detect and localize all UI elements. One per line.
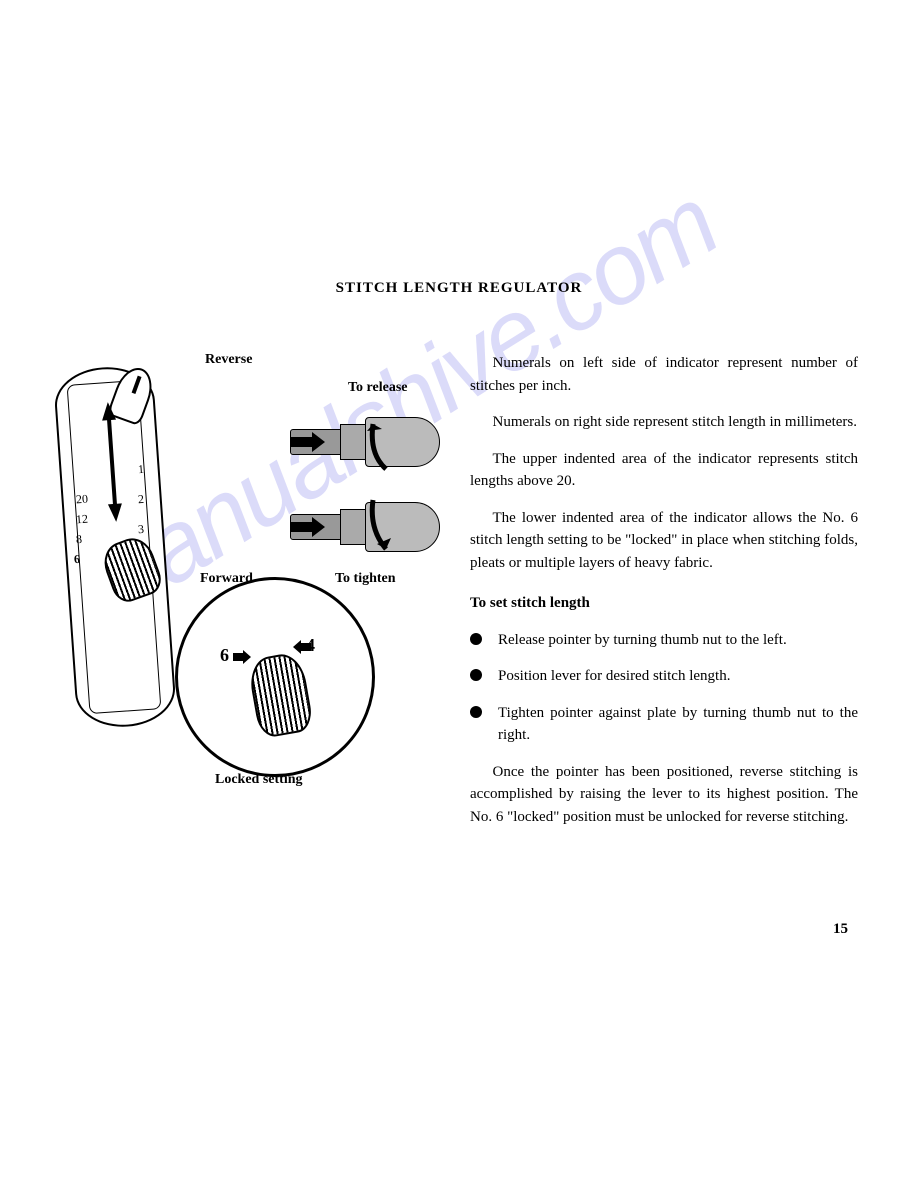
paragraph-4: The lower indented area of the indicator… xyxy=(470,507,858,575)
list-item: Position lever for desired stitch length… xyxy=(470,665,858,688)
list-item: Release pointer by turning thumb nut to … xyxy=(470,629,858,652)
label-to-release: To release xyxy=(348,380,408,396)
rotate-down-arrow-icon xyxy=(367,494,405,560)
scale-right-1: 1 xyxy=(137,462,144,477)
label-to-tighten: To tighten xyxy=(335,571,396,587)
rotate-up-arrow-icon xyxy=(367,409,405,475)
release-cylinder-icon xyxy=(282,417,440,467)
scale-left-12: 12 xyxy=(75,512,88,528)
scale-right-2: 2 xyxy=(137,492,144,507)
scale-left-8: 8 xyxy=(75,532,82,547)
subheading-set-stitch: To set stitch length xyxy=(470,592,858,615)
scale-left-20: 20 xyxy=(75,492,88,508)
arrow-right-icon xyxy=(290,517,325,537)
page-title: STITCH LENGTH REGULATOR xyxy=(60,280,858,297)
scale-left-6: 6 xyxy=(73,552,80,567)
locked-thumb-nut-icon xyxy=(246,651,314,739)
list-item: Tighten pointer against plate by turning… xyxy=(470,702,858,747)
paragraph-5: Once the pointer has been positioned, re… xyxy=(470,761,858,829)
diagram-column: 20 12 8 6 1 2 3 4 Reverse To release For… xyxy=(60,352,440,872)
arrow-left-small-icon xyxy=(293,640,311,659)
two-column-layout: 20 12 8 6 1 2 3 4 Reverse To release For… xyxy=(60,352,858,872)
paragraph-1: Numerals on left side of indicator repre… xyxy=(470,352,858,397)
arrow-right-icon xyxy=(290,432,325,452)
tighten-cylinder-icon xyxy=(282,502,440,552)
label-reverse: Reverse xyxy=(205,352,252,368)
arrow-right-small-icon xyxy=(233,650,251,669)
paragraph-3: The upper indented area of the indicator… xyxy=(470,448,858,493)
page-content: STITCH LENGTH REGULATOR 20 12 8 6 1 2 3 … xyxy=(60,280,858,872)
paragraph-2: Numerals on right side represent stitch … xyxy=(470,411,858,434)
instruction-list: Release pointer by turning thumb nut to … xyxy=(470,629,858,747)
locked-setting-detail: 6 4 xyxy=(175,577,375,777)
page-number: 15 xyxy=(833,921,848,938)
locked-num-6: 6 xyxy=(220,645,229,666)
text-column: Numerals on left side of indicator repre… xyxy=(470,352,858,872)
